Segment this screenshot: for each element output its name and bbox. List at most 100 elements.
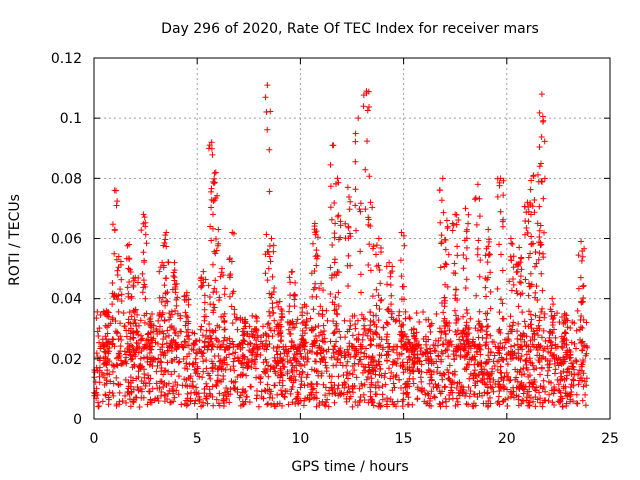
data-point: [369, 245, 376, 252]
data-point: [582, 402, 589, 409]
data-point: [333, 338, 340, 345]
data-point: [489, 338, 496, 345]
data-point: [191, 330, 198, 337]
data-point: [524, 394, 531, 401]
data-point: [455, 217, 462, 224]
data-point: [301, 301, 308, 308]
data-point: [357, 200, 364, 207]
data-point: [277, 350, 284, 357]
data-point: [267, 312, 274, 319]
data-point: [390, 380, 397, 387]
data-point: [227, 366, 234, 373]
data-point: [500, 397, 507, 404]
data-point: [145, 336, 152, 343]
data-point: [538, 91, 545, 98]
data-point: [520, 365, 527, 372]
y-tick-label: 0: [73, 412, 82, 428]
data-point: [378, 352, 385, 359]
data-point: [173, 387, 180, 394]
data-point: [207, 392, 214, 399]
data-point: [170, 390, 177, 397]
data-point: [485, 352, 492, 359]
data-point: [343, 362, 350, 369]
data-point: [308, 389, 315, 396]
data-point: [556, 387, 563, 394]
data-point: [163, 297, 170, 304]
data-point: [241, 359, 248, 366]
data-point: [367, 222, 374, 229]
data-point: [528, 241, 535, 248]
data-point: [519, 290, 526, 297]
data-point: [533, 283, 540, 290]
data-point: [578, 339, 585, 346]
data-point: [446, 339, 453, 346]
data-point: [545, 397, 552, 404]
data-point: [257, 379, 264, 386]
data-point: [161, 282, 168, 289]
data-point: [109, 221, 116, 228]
data-point: [252, 313, 259, 320]
data-point: [172, 379, 179, 386]
data-point: [573, 345, 580, 352]
data-point: [264, 321, 271, 328]
data-point: [336, 390, 343, 397]
data-point: [96, 325, 103, 332]
data-point: [562, 349, 569, 356]
data-point: [118, 361, 125, 368]
data-point: [366, 173, 373, 180]
data-point: [484, 369, 491, 376]
data-point: [137, 355, 144, 362]
data-point: [580, 383, 587, 390]
data-point: [118, 261, 125, 268]
data-point: [516, 369, 523, 376]
data-point: [557, 370, 564, 377]
data-point: [331, 199, 338, 206]
data-point: [170, 398, 177, 405]
data-point: [154, 331, 161, 338]
data-point: [434, 364, 441, 371]
data-point: [201, 299, 208, 306]
data-point: [549, 319, 556, 326]
data-point: [440, 209, 447, 216]
data-point: [264, 82, 271, 89]
data-point: [442, 347, 449, 354]
data-point: [552, 334, 559, 341]
data-point: [113, 256, 120, 263]
x-tick-label: 0: [90, 431, 99, 447]
data-point: [164, 359, 171, 366]
data-point: [494, 193, 501, 200]
data-point: [368, 375, 375, 382]
data-point: [497, 208, 504, 215]
data-point: [507, 235, 514, 242]
data-point: [518, 343, 525, 350]
data-point: [568, 370, 575, 377]
data-point: [272, 368, 279, 375]
data-point: [536, 143, 543, 150]
data-point: [428, 371, 435, 378]
data-point: [540, 347, 547, 354]
data-point: [518, 353, 525, 360]
data-point: [103, 380, 110, 387]
data-point: [427, 374, 434, 381]
data-point: [187, 398, 194, 405]
y-tick-label: 0.08: [51, 171, 82, 187]
data-point: [166, 316, 173, 323]
data-point: [146, 380, 153, 387]
data-point: [158, 299, 165, 306]
data-point: [449, 370, 456, 377]
data-point: [286, 303, 293, 310]
data-point: [209, 225, 216, 232]
data-point: [274, 343, 281, 350]
data-point: [345, 351, 352, 358]
data-point: [457, 353, 464, 360]
data-point: [135, 279, 142, 286]
y-tick-label: 0.12: [51, 51, 82, 67]
data-point: [281, 364, 288, 371]
data-point: [278, 317, 285, 324]
data-point: [400, 333, 407, 340]
data-point: [537, 160, 544, 167]
data-point: [367, 384, 374, 391]
data-point: [351, 343, 358, 350]
data-point: [476, 341, 483, 348]
data-point: [441, 236, 448, 243]
